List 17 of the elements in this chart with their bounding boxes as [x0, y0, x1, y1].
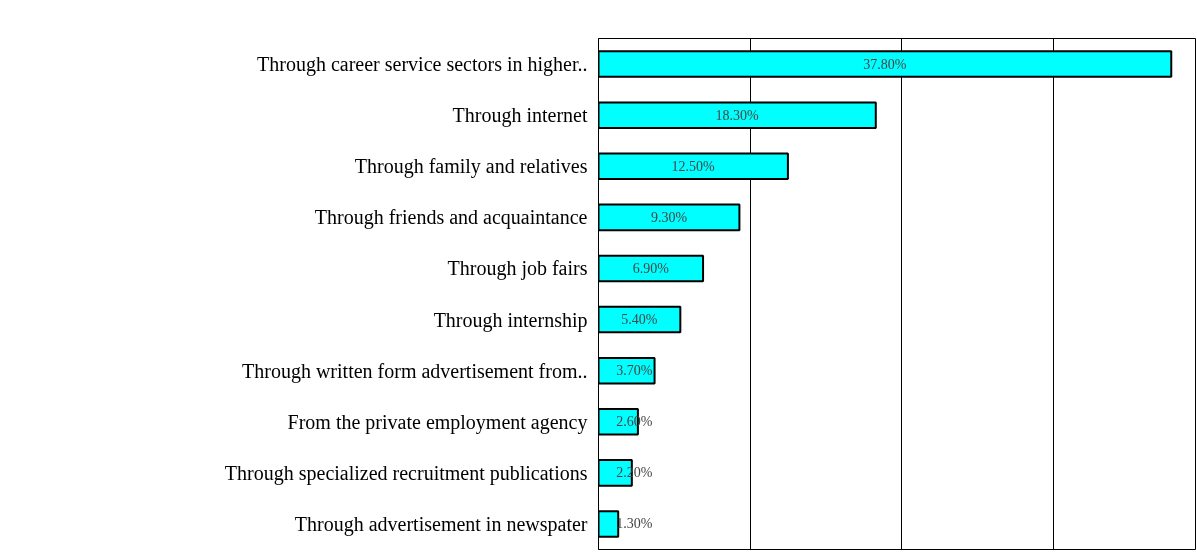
y-tick-label: Through family and relatives: [354, 155, 588, 179]
y-tick-label: Through job fairs: [447, 257, 588, 281]
y-tick-label: Through specialized recruitment publications: [224, 461, 588, 485]
data-label: 37.80%: [863, 56, 907, 72]
data-label: 12.50%: [671, 158, 716, 174]
y-tick-label: Through written form advertisement from..: [242, 359, 588, 383]
data-label: 3.70%: [616, 363, 653, 379]
y-tick-label: Through advertisement in newspater: [294, 512, 588, 536]
data-label: 6.90%: [632, 260, 670, 276]
y-tick-label: Through friends and acquaintance: [314, 206, 588, 230]
data-label: 5.40%: [621, 312, 658, 328]
y-tick-label: From the private employment agency: [287, 410, 588, 434]
data-label: 18.30%: [715, 107, 760, 123]
y-tick-label: Through internet: [452, 104, 588, 128]
y-tick-label: Through internship: [433, 308, 588, 332]
y-tick-label: Through career service sectors in higher..: [257, 53, 588, 77]
data-label: 9.30%: [650, 209, 688, 225]
